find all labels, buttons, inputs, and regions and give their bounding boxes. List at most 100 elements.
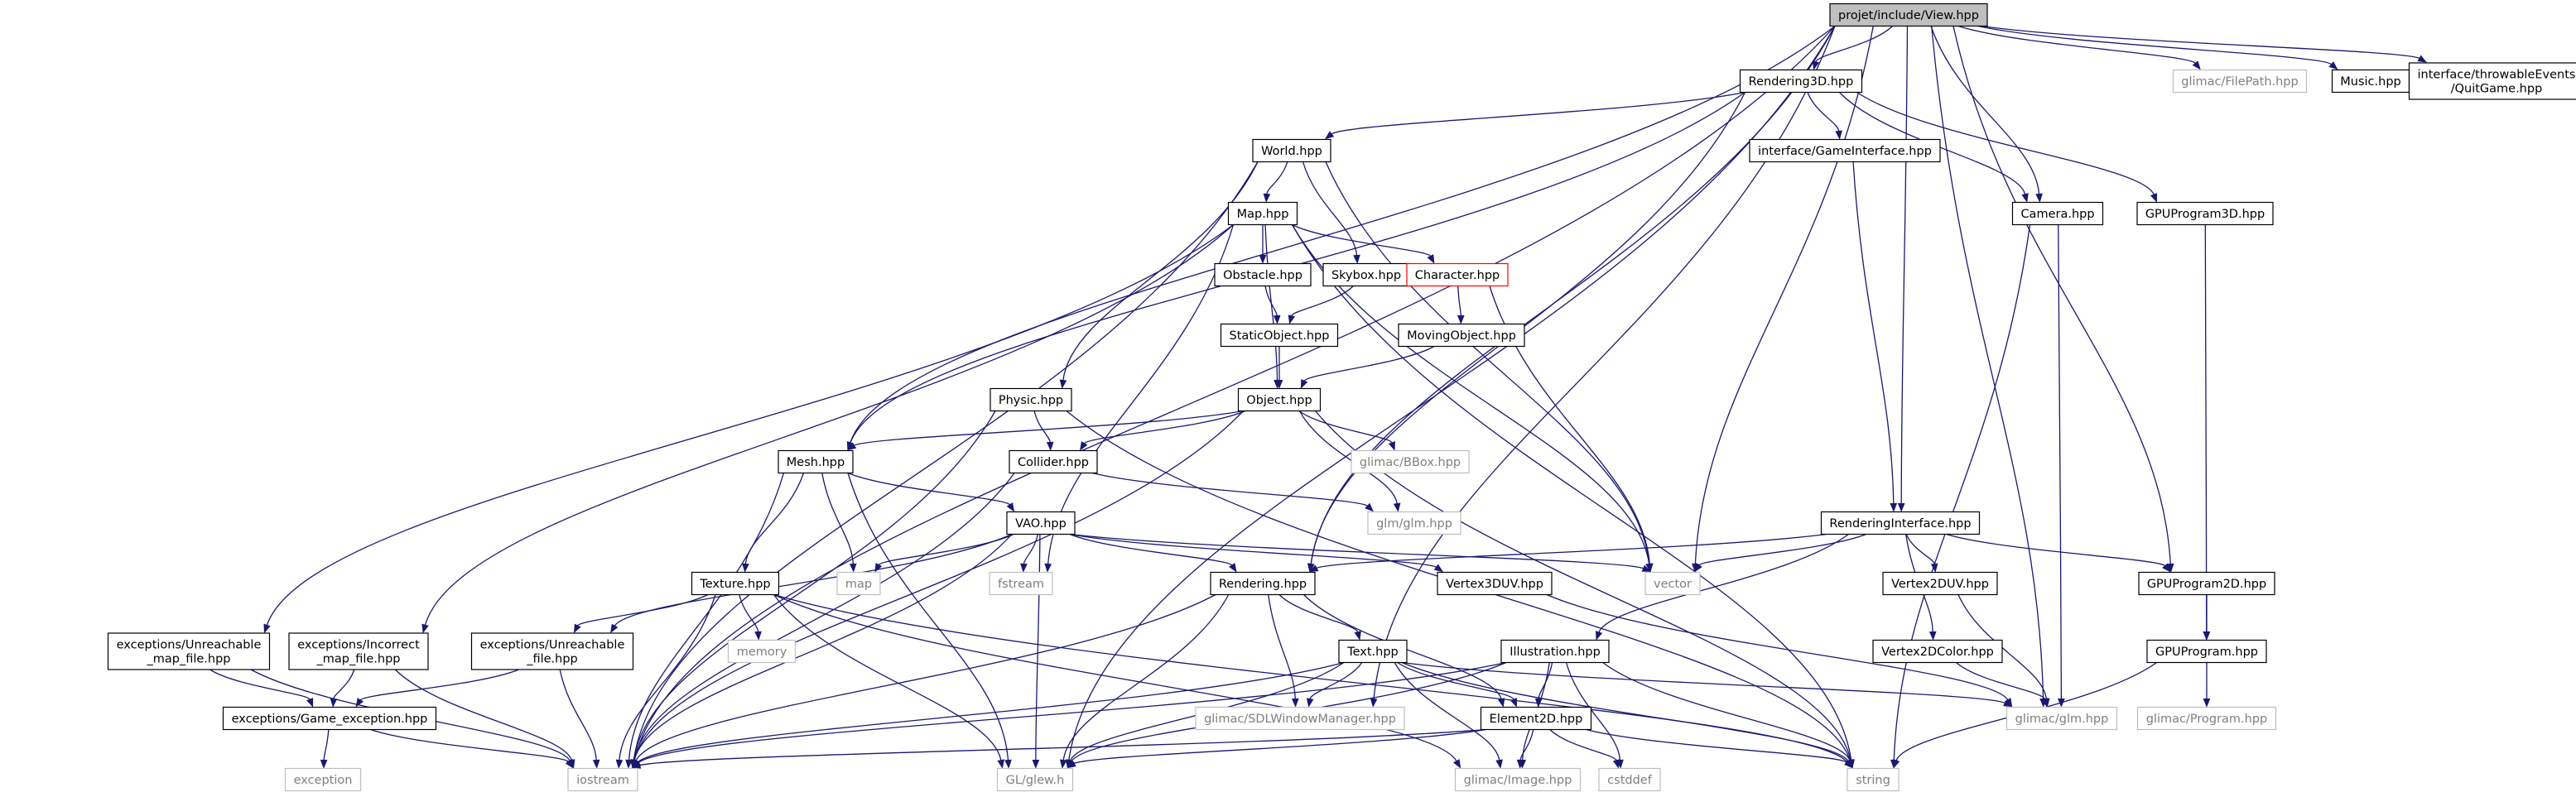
node-filepath[interactable]: glimac/FilePath.hpp — [2172, 69, 2308, 94]
edge-view-to-rendering3d — [1812, 26, 1893, 70]
node-box — [470, 632, 634, 670]
node-iostream[interactable]: iostream — [567, 767, 638, 792]
node-camera[interactable]: Camera.hpp — [2011, 201, 2104, 226]
node-label: Map.hpp — [1237, 208, 1289, 221]
node-box — [1480, 706, 1592, 731]
node-mesh[interactable]: Mesh.hpp — [778, 449, 854, 474]
node-renderinginterface[interactable]: RenderingInterface.hpp — [1820, 511, 1981, 535]
edge-movingobject-to-object — [1300, 345, 1435, 389]
node-skybox[interactable]: Skybox.hpp — [1322, 262, 1410, 287]
node-box — [836, 571, 881, 596]
edge-rendering-to-glew — [1059, 594, 1230, 769]
edge-element2d-to-cstddef — [1549, 729, 1620, 769]
node-label: glimac/SDLWindowManager.hpp — [1204, 713, 1396, 726]
node-label: Object.hpp — [1246, 394, 1312, 407]
node-glimacglm[interactable]: glimac/glm.hpp — [2005, 706, 2118, 731]
edge-mesh-to-glew — [847, 473, 1012, 769]
node-world[interactable]: World.hpp — [1252, 138, 1331, 163]
node-glew[interactable]: GL/glew.h — [996, 767, 1074, 792]
edge-gpuprogram-to-string — [1893, 661, 2157, 769]
edge-world-to-skybox — [1302, 161, 1360, 264]
edge-rendering3d-to-rendering — [1307, 92, 1746, 573]
node-box — [989, 571, 1053, 596]
node-rendering3d[interactable]: Rendering3D.hpp — [1739, 69, 1863, 94]
edge-text-to-image — [1394, 662, 1503, 769]
node-label: GPUProgram3D.hpp — [2145, 208, 2265, 221]
edge-map-to-character — [1291, 223, 1435, 264]
node-box — [2172, 69, 2308, 94]
edge-texture-to-unreach_file — [573, 593, 709, 634]
node-label: memory — [737, 646, 787, 659]
node-movingobject[interactable]: MovingObject.hpp — [1398, 323, 1525, 348]
node-staticobject[interactable]: StaticObject.hpp — [1220, 323, 1339, 348]
node-collider[interactable]: Collider.hpp — [1009, 449, 1098, 474]
node-illustration[interactable]: Illustration.hpp — [1500, 639, 1610, 664]
node-box — [1406, 262, 1509, 287]
node-vao[interactable]: VAO.hpp — [1006, 511, 1076, 535]
node-texture[interactable]: Texture.hpp — [691, 571, 780, 596]
edge-renderinginterface-to-vertex2duv — [1905, 534, 1938, 573]
node-sdlwm[interactable]: glimac/SDLWindowManager.hpp — [1195, 706, 1405, 731]
node-vertex3duv[interactable]: Vertex3DUV.hpp — [1437, 571, 1553, 596]
node-physic[interactable]: Physic.hpp — [989, 387, 1072, 412]
node-music[interactable]: Music.hpp — [2331, 69, 2410, 94]
node-box — [1237, 387, 1322, 412]
node-box — [778, 449, 854, 474]
edge-mesh-to-mapstd — [821, 473, 857, 573]
node-rendering[interactable]: Rendering.hpp — [1210, 571, 1316, 596]
node-glmglm[interactable]: glm/glm.hpp — [1367, 511, 1461, 535]
node-gameinterface[interactable]: interface/GameInterface.hpp — [1749, 138, 1941, 163]
node-label: exceptions/Unreachable — [480, 639, 625, 652]
node-vertex2dcolor[interactable]: Vertex2DColor.hpp — [1872, 639, 2003, 664]
node-box — [1598, 767, 1661, 792]
edge-map-to-unreach_map — [263, 223, 1234, 634]
node-memory[interactable]: memory — [727, 639, 797, 664]
node-label: fstream — [998, 578, 1044, 591]
node-gpuprogram2d[interactable]: GPUProgram2D.hpp — [2138, 571, 2275, 596]
edge-mesh-to-iostream — [625, 473, 785, 769]
node-label: iostream — [576, 774, 629, 787]
node-element2d[interactable]: Element2D.hpp — [1480, 706, 1592, 731]
edge-view-to-iostream — [630, 26, 1836, 769]
node-mapstd[interactable]: map — [836, 571, 881, 596]
edge-element2d-to-string — [1586, 728, 1853, 769]
edge-character-to-movingobject — [1457, 286, 1465, 324]
node-box — [2136, 201, 2274, 226]
node-bbox[interactable]: glimac/BBox.hpp — [1351, 449, 1470, 474]
node-label: Rendering3D.hpp — [1749, 75, 1854, 89]
node-image[interactable]: glimac/Image.hpp — [1454, 767, 1582, 792]
node-fstream[interactable]: fstream — [989, 571, 1053, 596]
node-string[interactable]: string — [1847, 767, 1899, 792]
node-map[interactable]: Map.hpp — [1227, 201, 1298, 226]
edge-view-to-renderinginterface — [1897, 26, 1909, 512]
edge-rendering3d-to-world — [1324, 91, 1745, 140]
edge-view-to-gpuprogram2d — [1952, 26, 2174, 573]
node-box — [284, 767, 362, 792]
node-quitgame[interactable]: interface/throwableEvents/QuitGame.hpp — [2408, 62, 2576, 100]
node-vertex2duv[interactable]: Vertex2DUV.hpp — [1882, 571, 1998, 596]
node-character[interactable]: Character.hpp — [1406, 262, 1509, 287]
node-gpuprogram3d[interactable]: GPUProgram3D.hpp — [2136, 201, 2274, 226]
edge-map-to-obstacle — [1259, 224, 1267, 264]
node-game_exception[interactable]: exceptions/Game_exception.hpp — [222, 706, 437, 731]
edge-vertex2dcolor-to-glimacglm — [1956, 662, 2049, 708]
node-obstacle[interactable]: Obstacle.hpp — [1214, 262, 1312, 287]
node-label: exception — [294, 774, 353, 787]
node-program[interactable]: glimac/Program.hpp — [2136, 706, 2277, 731]
edge-view-to-mesh — [846, 25, 1836, 451]
node-label: Collider.hpp — [1018, 456, 1089, 469]
node-text[interactable]: Text.hpp — [1338, 639, 1408, 664]
node-object[interactable]: Object.hpp — [1237, 387, 1322, 412]
edge-text-to-string — [1401, 661, 1853, 769]
node-unreach_file[interactable]: exceptions/Unreachable_file.hpp — [470, 632, 634, 670]
edge-view-to-quitgame — [1981, 25, 2427, 63]
node-view[interactable]: projet/include/View.hpp — [1829, 2, 1988, 27]
node-incorrect_map[interactable]: exceptions/Incorrect_map_file.hpp — [288, 632, 429, 670]
node-label: glimac/FilePath.hpp — [2181, 75, 2298, 89]
edge-unreach_file-to-iostream — [559, 669, 600, 769]
node-vector[interactable]: vector — [1644, 571, 1701, 596]
node-cstddef[interactable]: cstddef — [1598, 767, 1661, 792]
node-gpuprogram[interactable]: GPUProgram.hpp — [2146, 639, 2267, 664]
node-exception[interactable]: exception — [284, 767, 362, 792]
node-unreach_map[interactable]: exceptions/Unreachable_map_file.hpp — [107, 632, 271, 670]
